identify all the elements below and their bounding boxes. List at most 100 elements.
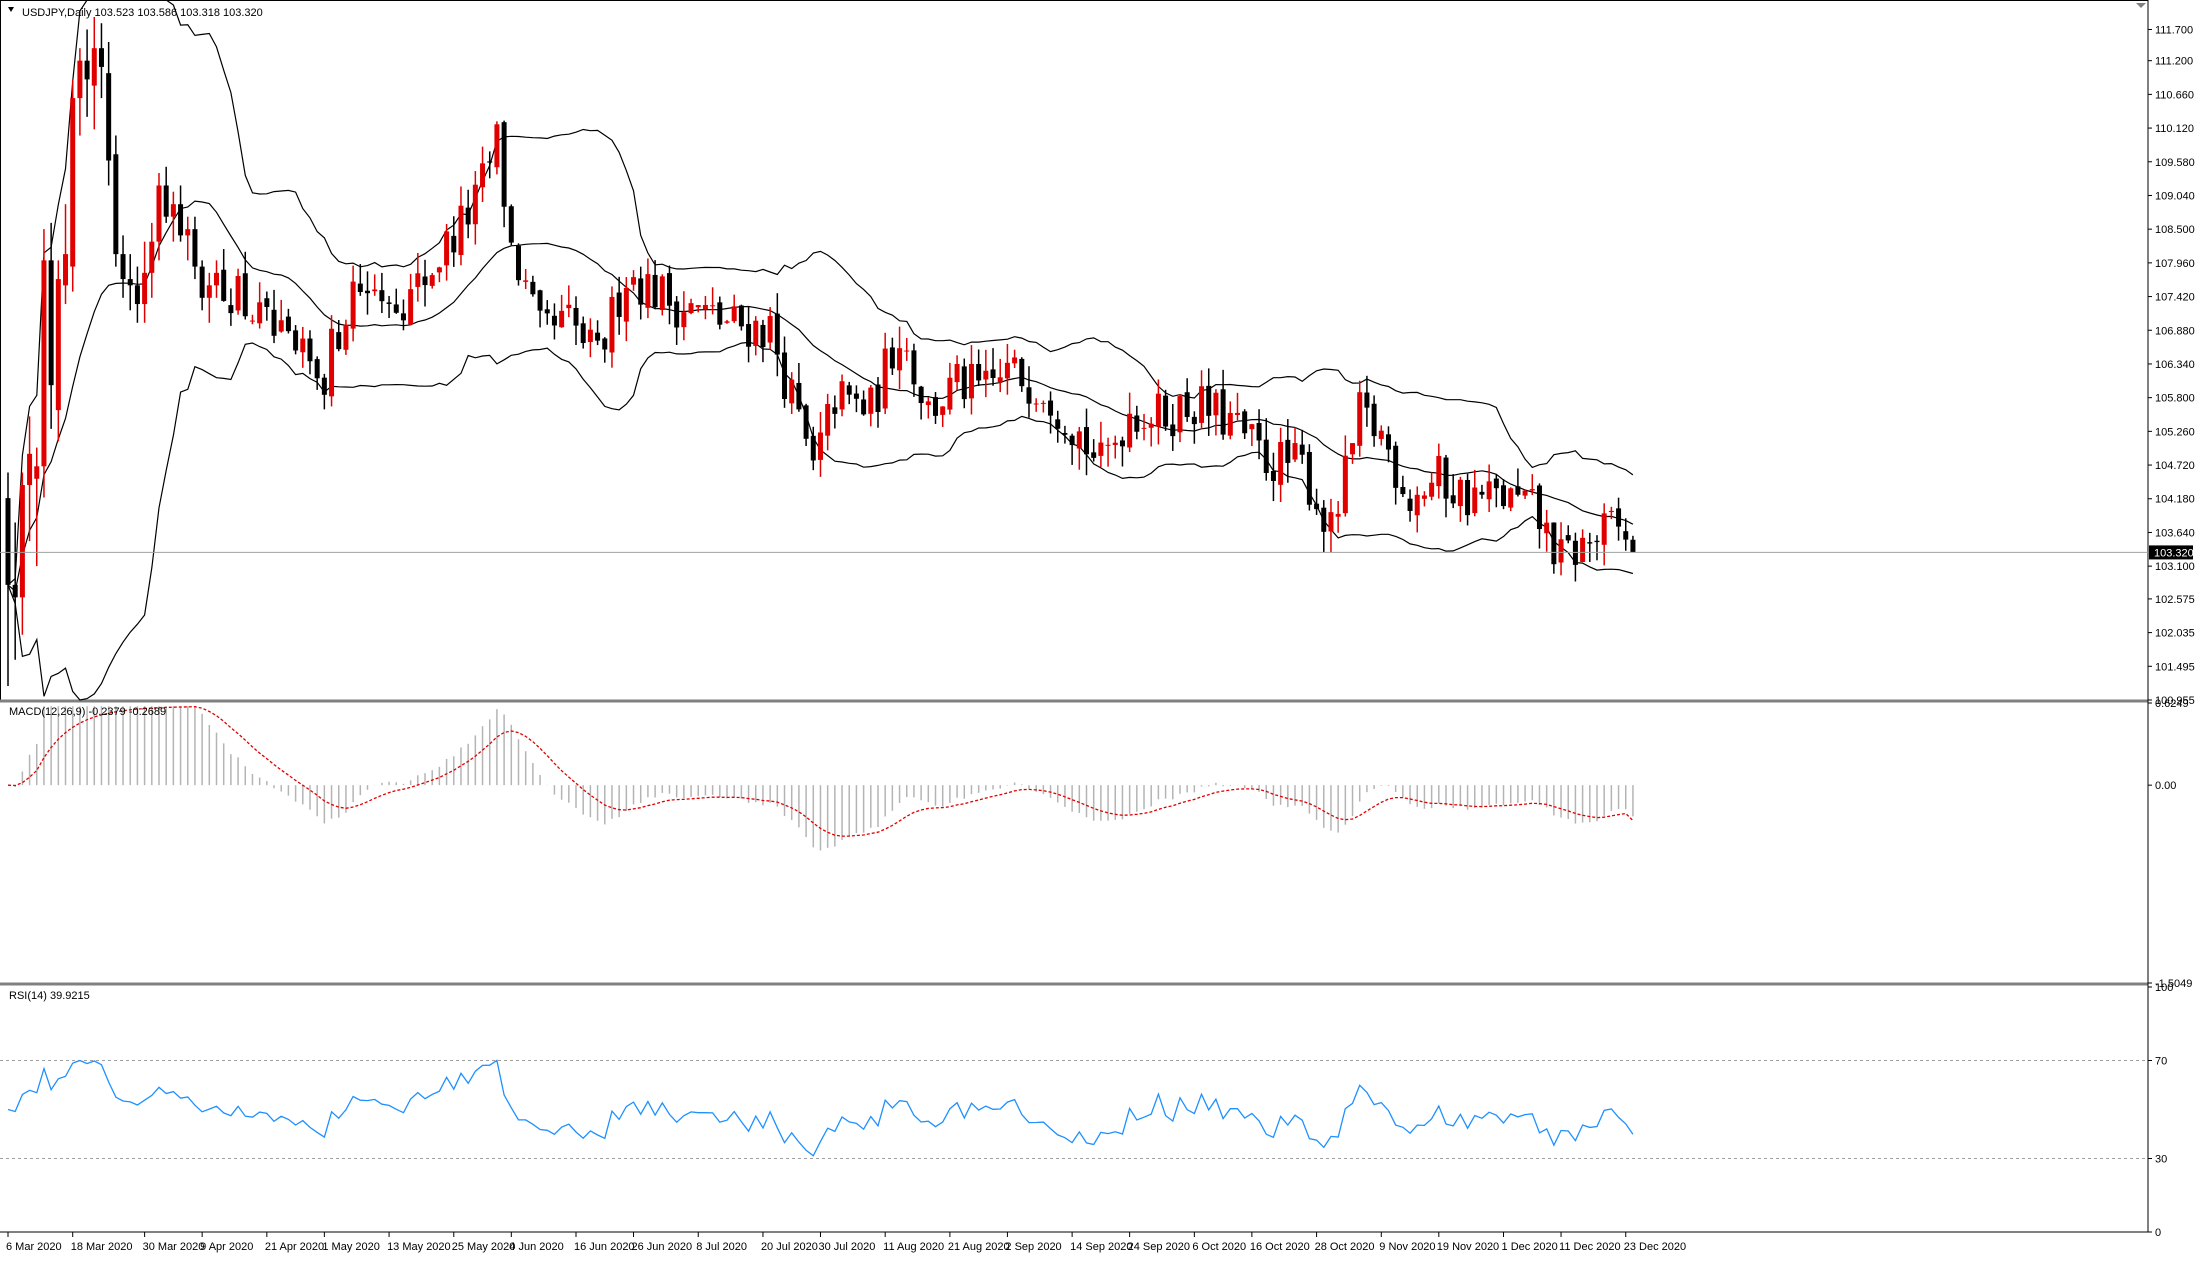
candle	[803, 403, 809, 447]
candle-body	[487, 161, 493, 163]
candle	[1385, 426, 1391, 463]
candle	[904, 338, 910, 361]
candle	[1580, 529, 1586, 563]
rsi-panel: 100 70 30 0	[0, 982, 2173, 1239]
candle	[652, 260, 658, 310]
candle	[472, 171, 478, 245]
candle	[710, 287, 716, 315]
candle	[623, 277, 629, 342]
candle-body	[84, 60, 90, 80]
candle	[41, 229, 47, 498]
candle	[480, 146, 486, 202]
candle	[5, 472, 11, 686]
date-tick-label: 9 Nov 2020	[1379, 1241, 1435, 1253]
candle-body	[1616, 508, 1622, 527]
candle-body	[379, 290, 385, 302]
candle	[329, 315, 335, 407]
candle	[724, 319, 730, 324]
candle-body	[1091, 452, 1097, 458]
candle	[1134, 405, 1140, 440]
candle-body	[1191, 416, 1197, 425]
candle-body	[494, 124, 500, 168]
candle-body	[1220, 389, 1226, 435]
candle	[1529, 474, 1535, 495]
candle-body	[1385, 434, 1391, 450]
price-tick-label: 106.880	[2155, 325, 2195, 337]
candle	[1558, 522, 1564, 576]
candle	[753, 316, 759, 356]
candle-body	[1558, 539, 1564, 563]
candle-body	[1213, 392, 1219, 416]
candle	[27, 416, 33, 542]
candle	[1536, 483, 1542, 549]
candle	[868, 384, 874, 427]
candle	[307, 330, 313, 375]
candle	[1048, 391, 1054, 434]
date-tick-label: 11 Dec 2020	[1559, 1241, 1621, 1253]
candle-body	[249, 320, 255, 322]
candle-body	[1321, 507, 1327, 532]
candle	[1091, 439, 1097, 462]
candle-body	[1048, 400, 1054, 416]
date-tick-label: 13 May 2020	[387, 1241, 451, 1253]
rsi-tick-label: 100	[2155, 982, 2173, 994]
price-tick-label: 109.580	[2155, 157, 2195, 169]
candle-body	[551, 315, 557, 326]
candle	[515, 243, 521, 286]
price-tick-label: 102.035	[2155, 628, 2195, 640]
candle	[897, 326, 903, 390]
candle-body	[602, 338, 608, 350]
candle	[34, 447, 40, 567]
candle-body	[717, 302, 723, 325]
candle	[997, 358, 1003, 393]
candle-body	[372, 289, 378, 292]
candle-body	[544, 309, 550, 314]
candle-body	[1472, 487, 1478, 514]
candle	[163, 166, 169, 223]
candle-body	[170, 204, 176, 217]
candle-body	[1184, 392, 1190, 417]
candle	[1551, 522, 1557, 574]
candle-body	[70, 98, 76, 267]
candle	[602, 337, 608, 363]
candle	[444, 223, 450, 281]
candle	[386, 295, 392, 318]
candle-body	[336, 332, 342, 350]
macd-signal-line	[7, 706, 1634, 837]
candle-body	[400, 313, 406, 321]
candle	[681, 291, 687, 341]
candle	[494, 121, 500, 175]
candle-body	[530, 281, 536, 295]
candle	[717, 296, 723, 330]
candle-body	[839, 381, 845, 410]
candle-body	[429, 275, 435, 286]
date-tick-label: 25 May 2020	[452, 1241, 516, 1253]
candle-body	[98, 48, 104, 67]
candle-body	[1551, 522, 1557, 565]
date-tick-label: 26 Jun 2020	[632, 1241, 693, 1253]
candle	[1206, 368, 1212, 436]
candle-body	[1306, 451, 1312, 505]
price-tick-label: 107.420	[2155, 292, 2195, 304]
price-tick-label: 111.200	[2155, 56, 2193, 68]
candle	[767, 307, 773, 350]
candle	[1040, 400, 1046, 413]
candle-body	[1436, 456, 1442, 487]
candle-body	[1342, 455, 1348, 514]
date-tick-label: 1 May 2020	[322, 1241, 379, 1253]
price-tick-label: 104.180	[2155, 494, 2195, 506]
candle	[1012, 349, 1018, 368]
candle	[235, 268, 241, 315]
candle	[1515, 468, 1521, 497]
candle-body	[185, 229, 191, 236]
candle-body	[789, 379, 795, 404]
candle	[947, 362, 953, 415]
candle-body	[897, 348, 903, 371]
candle-body	[1623, 531, 1629, 540]
date-tick-label: 16 Oct 2020	[1250, 1241, 1310, 1253]
candle	[1227, 401, 1233, 440]
candle	[1335, 501, 1341, 533]
candle	[659, 274, 665, 316]
candle	[91, 16, 97, 130]
